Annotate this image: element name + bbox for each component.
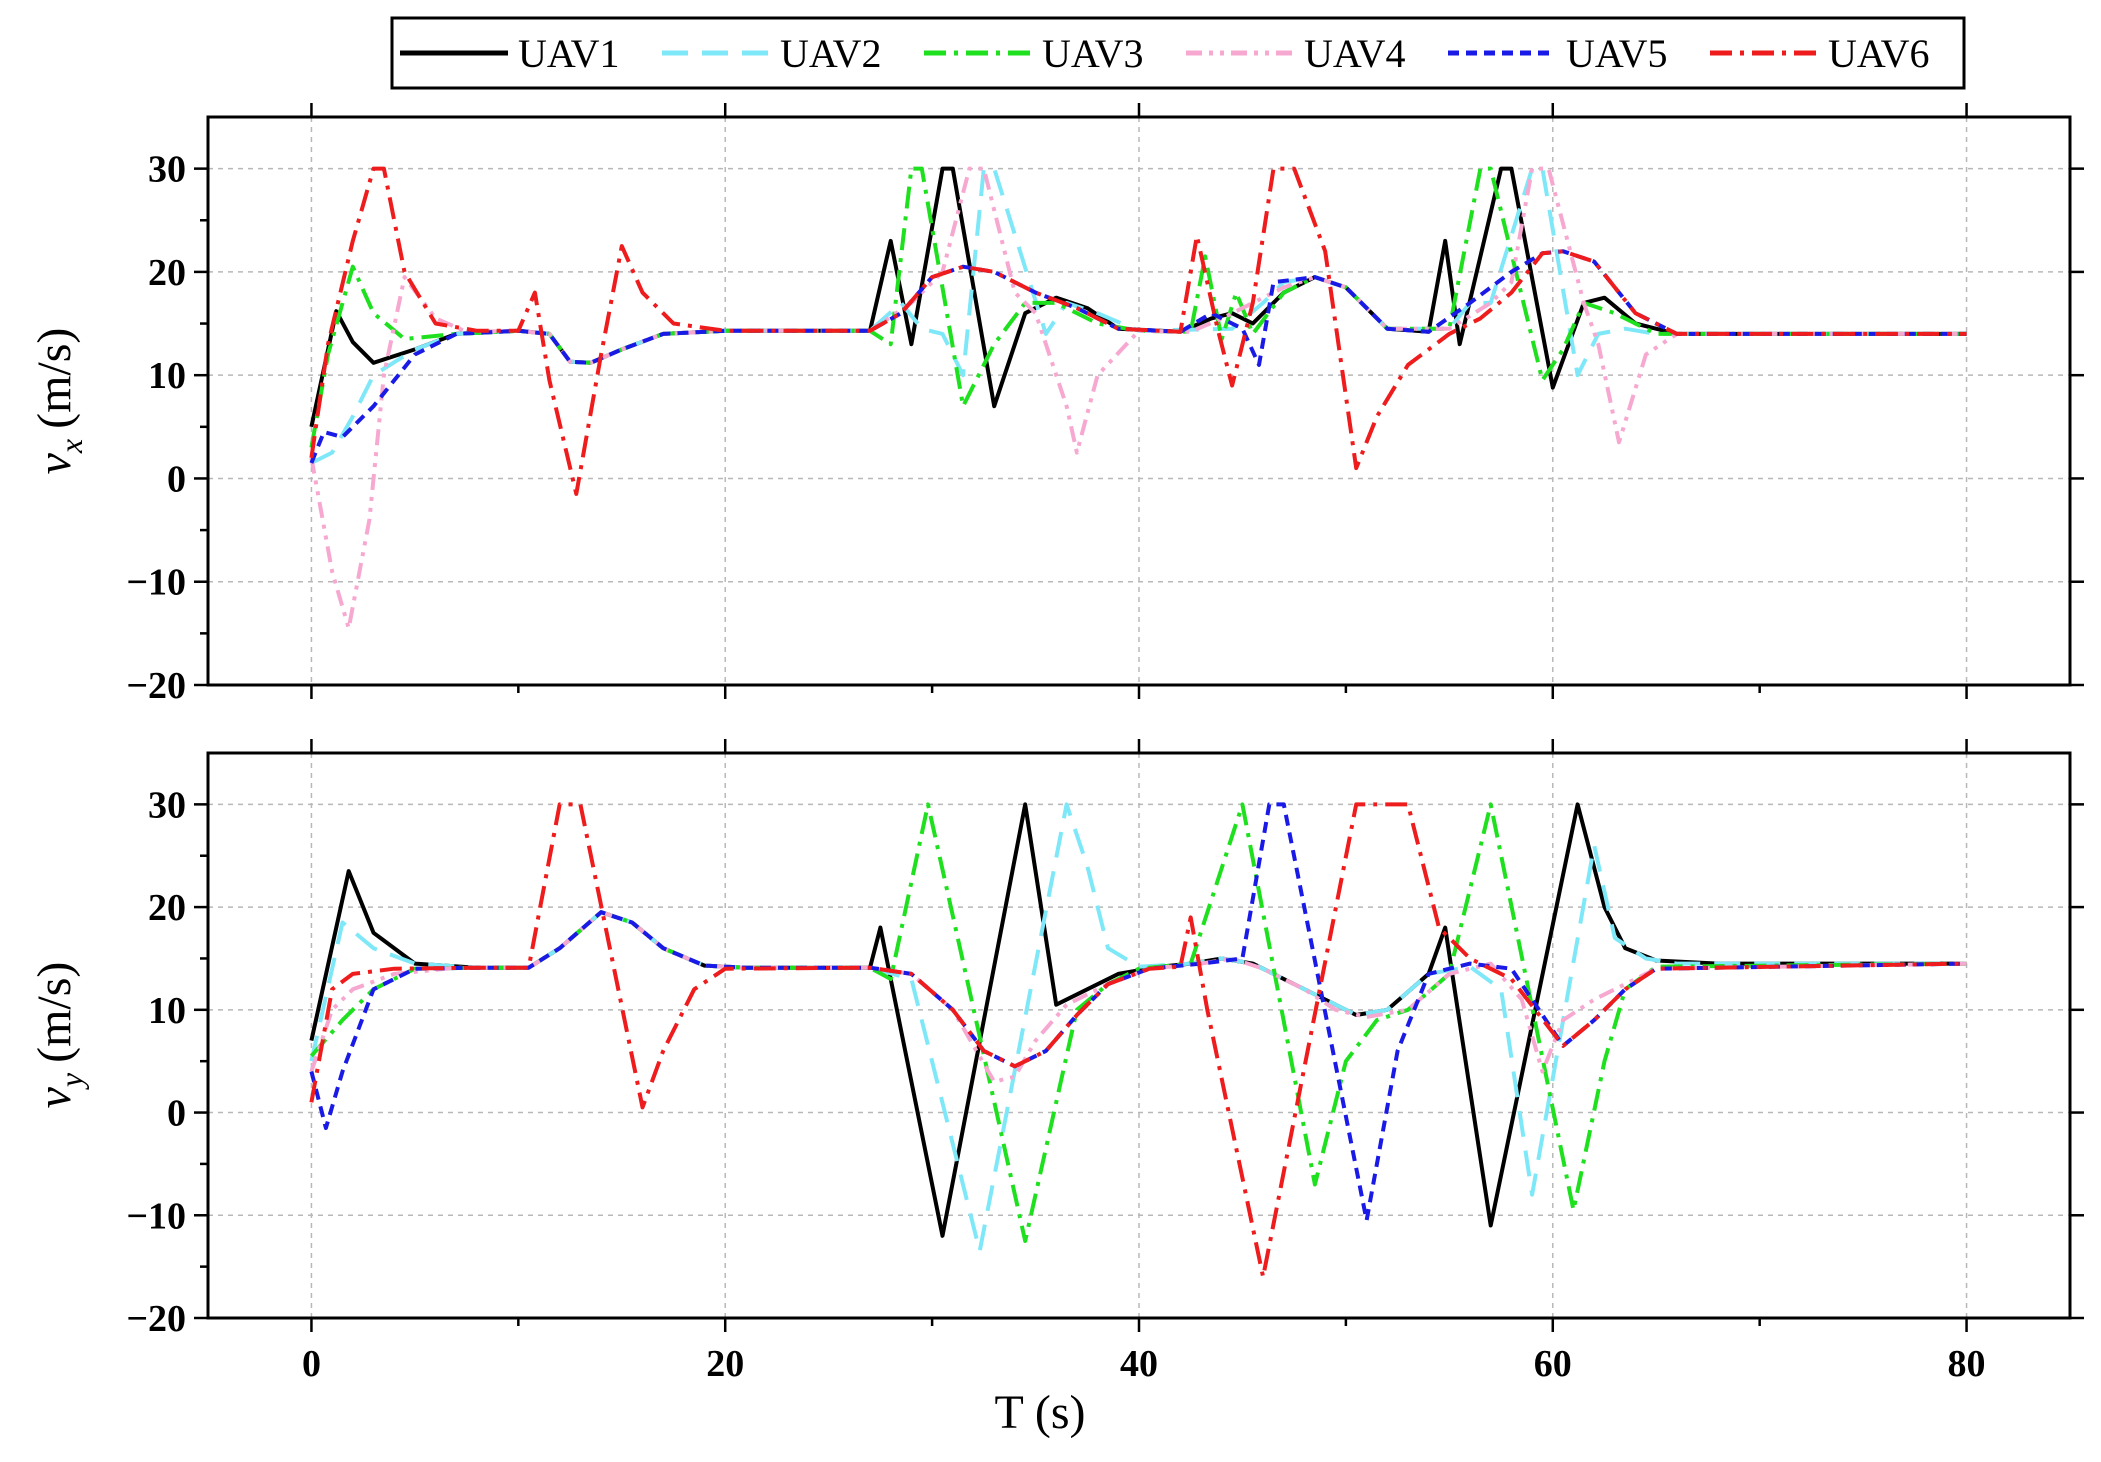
legend-label-uav1: UAV1 — [518, 31, 620, 76]
vx-panel: −20 −10 0 10 20 30 vx(m/s) — [28, 103, 2084, 707]
vy-series-uav5 — [309, 802, 1967, 1223]
vx-series-group — [309, 166, 1967, 631]
vy-y-axis-title: vy(m/s) — [28, 962, 89, 1109]
vy-ytick-label: −10 — [126, 1195, 186, 1237]
vy-xtick-label: 0 — [302, 1343, 321, 1385]
vx-series-uav5 — [309, 249, 1967, 464]
vy-panel: −20 −10 0 10 20 30 0 20 40 60 80 vy(m/s) T (s) — [28, 739, 2084, 1439]
vy-ytick-label: 10 — [148, 990, 186, 1032]
legend-label-uav3: UAV3 — [1042, 31, 1144, 76]
vx-grid — [208, 117, 2070, 685]
legend-label-uav2: UAV2 — [780, 31, 882, 76]
vy-grid — [208, 753, 2070, 1318]
vy-ticks: −20 −10 0 10 20 30 0 20 40 60 80 — [126, 739, 2084, 1385]
vy-ytick-label: −20 — [126, 1298, 186, 1340]
vy-series-uav2 — [309, 802, 1967, 1254]
legend-label-uav5: UAV5 — [1566, 31, 1668, 76]
vy-xtick-label: 80 — [1948, 1343, 1986, 1385]
vy-ytick-label: 30 — [148, 784, 186, 826]
vy-xtick-label: 60 — [1534, 1343, 1572, 1385]
vx-series-uav4 — [309, 166, 1967, 631]
vy-xtick-label: 40 — [1120, 1343, 1158, 1385]
vy-series-uav6 — [309, 802, 1967, 1279]
vy-series-group — [309, 802, 1967, 1279]
vy-ytick-label: 0 — [167, 1093, 186, 1135]
vx-ytick-label: 0 — [167, 458, 186, 500]
vy-xtick-label: 20 — [706, 1343, 744, 1385]
vx-ytick-label: −10 — [126, 562, 186, 604]
vx-ytick-label: −20 — [126, 665, 186, 707]
legend-frame — [390, 16, 1966, 90]
vx-ytick-label: 30 — [148, 149, 186, 191]
legend: UAV1 UAV2 UAV3 UAV4 UAV5 UAV6 — [390, 16, 1966, 90]
vx-ytick-label: 20 — [148, 252, 186, 294]
vx-ticks: −20 −10 0 10 20 30 — [126, 103, 2084, 707]
vx-ytick-label: 10 — [148, 355, 186, 397]
legend-label-uav6: UAV6 — [1828, 31, 1930, 76]
legend-label-uav4: UAV4 — [1304, 31, 1406, 76]
vy-series-uav1 — [309, 802, 1967, 1238]
vy-ytick-label: 20 — [148, 887, 186, 929]
vx-y-axis-title: vx(m/s) — [28, 328, 89, 475]
x-axis-title: T (s) — [994, 1386, 1085, 1439]
vy-series-uav4 — [309, 910, 1967, 1084]
